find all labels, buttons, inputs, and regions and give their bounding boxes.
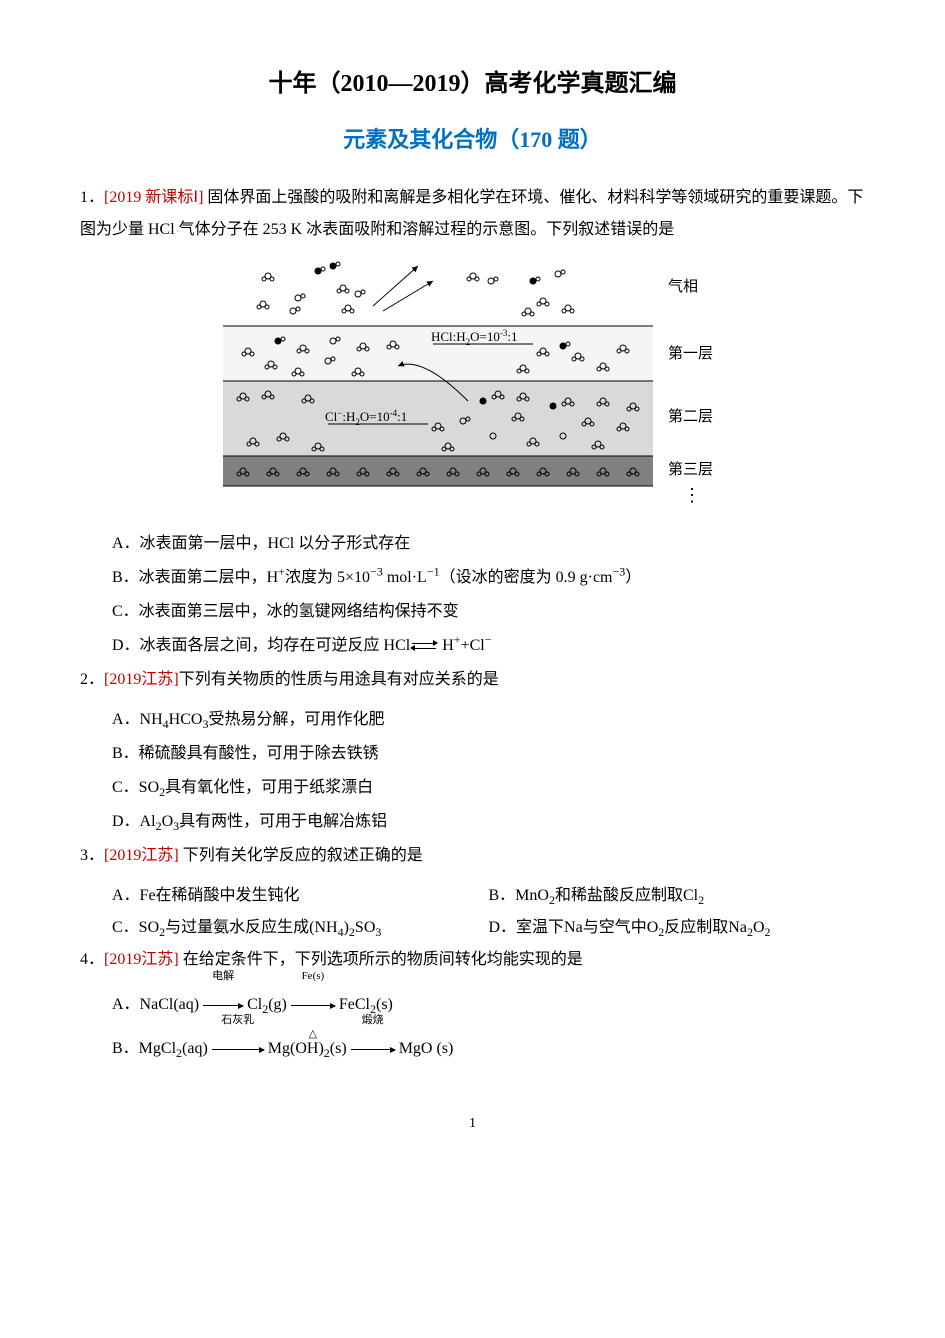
q4-option-b: B．MgCl2(aq) 石灰乳 Mg(OH)2(s) 煅烧 MgO (s) xyxy=(112,1028,865,1070)
label-layer1: 第一层 xyxy=(668,344,713,362)
q4-text: 在给定条件下，下列选项所示的物质间转化均能实现的是 xyxy=(183,951,583,968)
q2-option-c: C．SO2具有氧化性，可用于纸浆漂白 xyxy=(112,772,865,804)
question-1: 1．[2019 新课标Ⅰ] 固体界面上强酸的吸附和离解是多相化学在环境、催化、材… xyxy=(80,182,865,246)
q3-number: 3． xyxy=(80,847,104,864)
page-number: 1 xyxy=(80,1110,865,1138)
q2-options: A．NH4HCO3受热易分解，可用作化肥 B．稀硫酸具有酸性，可用于除去铁锈 C… xyxy=(80,704,865,838)
q1-number: 1． xyxy=(80,189,104,206)
q1-option-d: D．冰表面各层之间，均存在可逆反应 HCl H++Cl− xyxy=(112,630,865,662)
question-4: 4．[2019江苏] 在给定条件下，下列选项所示的物质间转化均能实现的是 xyxy=(80,944,865,976)
q3-option-c: C．SO2与过量氨水反应生成(NH4)2SO3 xyxy=(112,912,489,944)
q4-number: 4． xyxy=(80,951,104,968)
page-title: 十年（2010—2019）高考化学真题汇编 xyxy=(80,60,865,108)
q4-source: [2019江苏] xyxy=(104,951,183,968)
q1-option-c: C．冰表面第三层中，冰的氢键网络结构保持不变 xyxy=(112,596,865,628)
reaction-arrow-icon: 煅烧 xyxy=(351,1029,395,1071)
q2-text: 下列有关物质的性质与用途具有对应关系的是 xyxy=(179,671,499,688)
page-subtitle: 元素及其化合物（170 题） xyxy=(80,118,865,162)
q3-options-row1: A．Fe在稀硝酸中发生钝化 B．MnO2和稀盐酸反应制取Cl2 xyxy=(80,880,865,912)
q2-option-b: B．稀硫酸具有酸性，可用于除去铁锈 xyxy=(112,738,865,770)
q2-number: 2． xyxy=(80,671,104,688)
reaction-arrow-icon: 石灰乳 xyxy=(212,1029,264,1071)
q3-options-row2: C．SO2与过量氨水反应生成(NH4)2SO3 D．室温下Na与空气中O2反应制… xyxy=(80,912,865,944)
q2-option-a: A．NH4HCO3受热易分解，可用作化肥 xyxy=(112,704,865,736)
question-2: 2．[2019江苏]下列有关物质的性质与用途具有对应关系的是 xyxy=(80,664,865,696)
q3-option-a: A．Fe在稀硝酸中发生钝化 xyxy=(112,880,489,912)
q3-text: 下列有关化学反应的叙述正确的是 xyxy=(183,847,423,864)
q4-options: A．NaCl(aq) 电解 Cl2(g) Fe(s)△ FeCl2(s) B．M… xyxy=(80,984,865,1070)
q2-option-d: D．Al2O3具有两性，可用于电解冶炼铝 xyxy=(112,806,865,838)
reaction-arrow-icon: Fe(s)△ xyxy=(291,985,335,1027)
q2-source: [2019江苏] xyxy=(104,671,179,688)
q3-option-d: D．室温下Na与空气中O2反应制取Na2O2 xyxy=(489,912,866,944)
label-layer3: 第三层 xyxy=(668,460,713,478)
ellipsis-icon: ⋮ xyxy=(683,485,701,505)
question-3: 3．[2019江苏] 下列有关化学反应的叙述正确的是 xyxy=(80,840,865,872)
label-gas: 气相 xyxy=(668,278,698,295)
q1-diagram: HCl:H2O=10-3:1 xyxy=(80,256,865,518)
q1-option-a: A．冰表面第一层中，HCl 以分子形式存在 xyxy=(112,528,865,560)
q1-options: A．冰表面第一层中，HCl 以分子形式存在 B．冰表面第二层中，H+浓度为 5×… xyxy=(80,528,865,662)
q3-option-b: B．MnO2和稀盐酸反应制取Cl2 xyxy=(489,880,866,912)
label-layer2: 第二层 xyxy=(668,407,713,425)
q3-source: [2019江苏] xyxy=(104,847,183,864)
q1-option-b: B．冰表面第二层中，H+浓度为 5×10−3 mol·L−1（设冰的密度为 0.… xyxy=(112,562,865,594)
equilibrium-arrow-icon xyxy=(410,640,438,652)
q1-source: [2019 新课标Ⅰ] xyxy=(104,189,207,206)
